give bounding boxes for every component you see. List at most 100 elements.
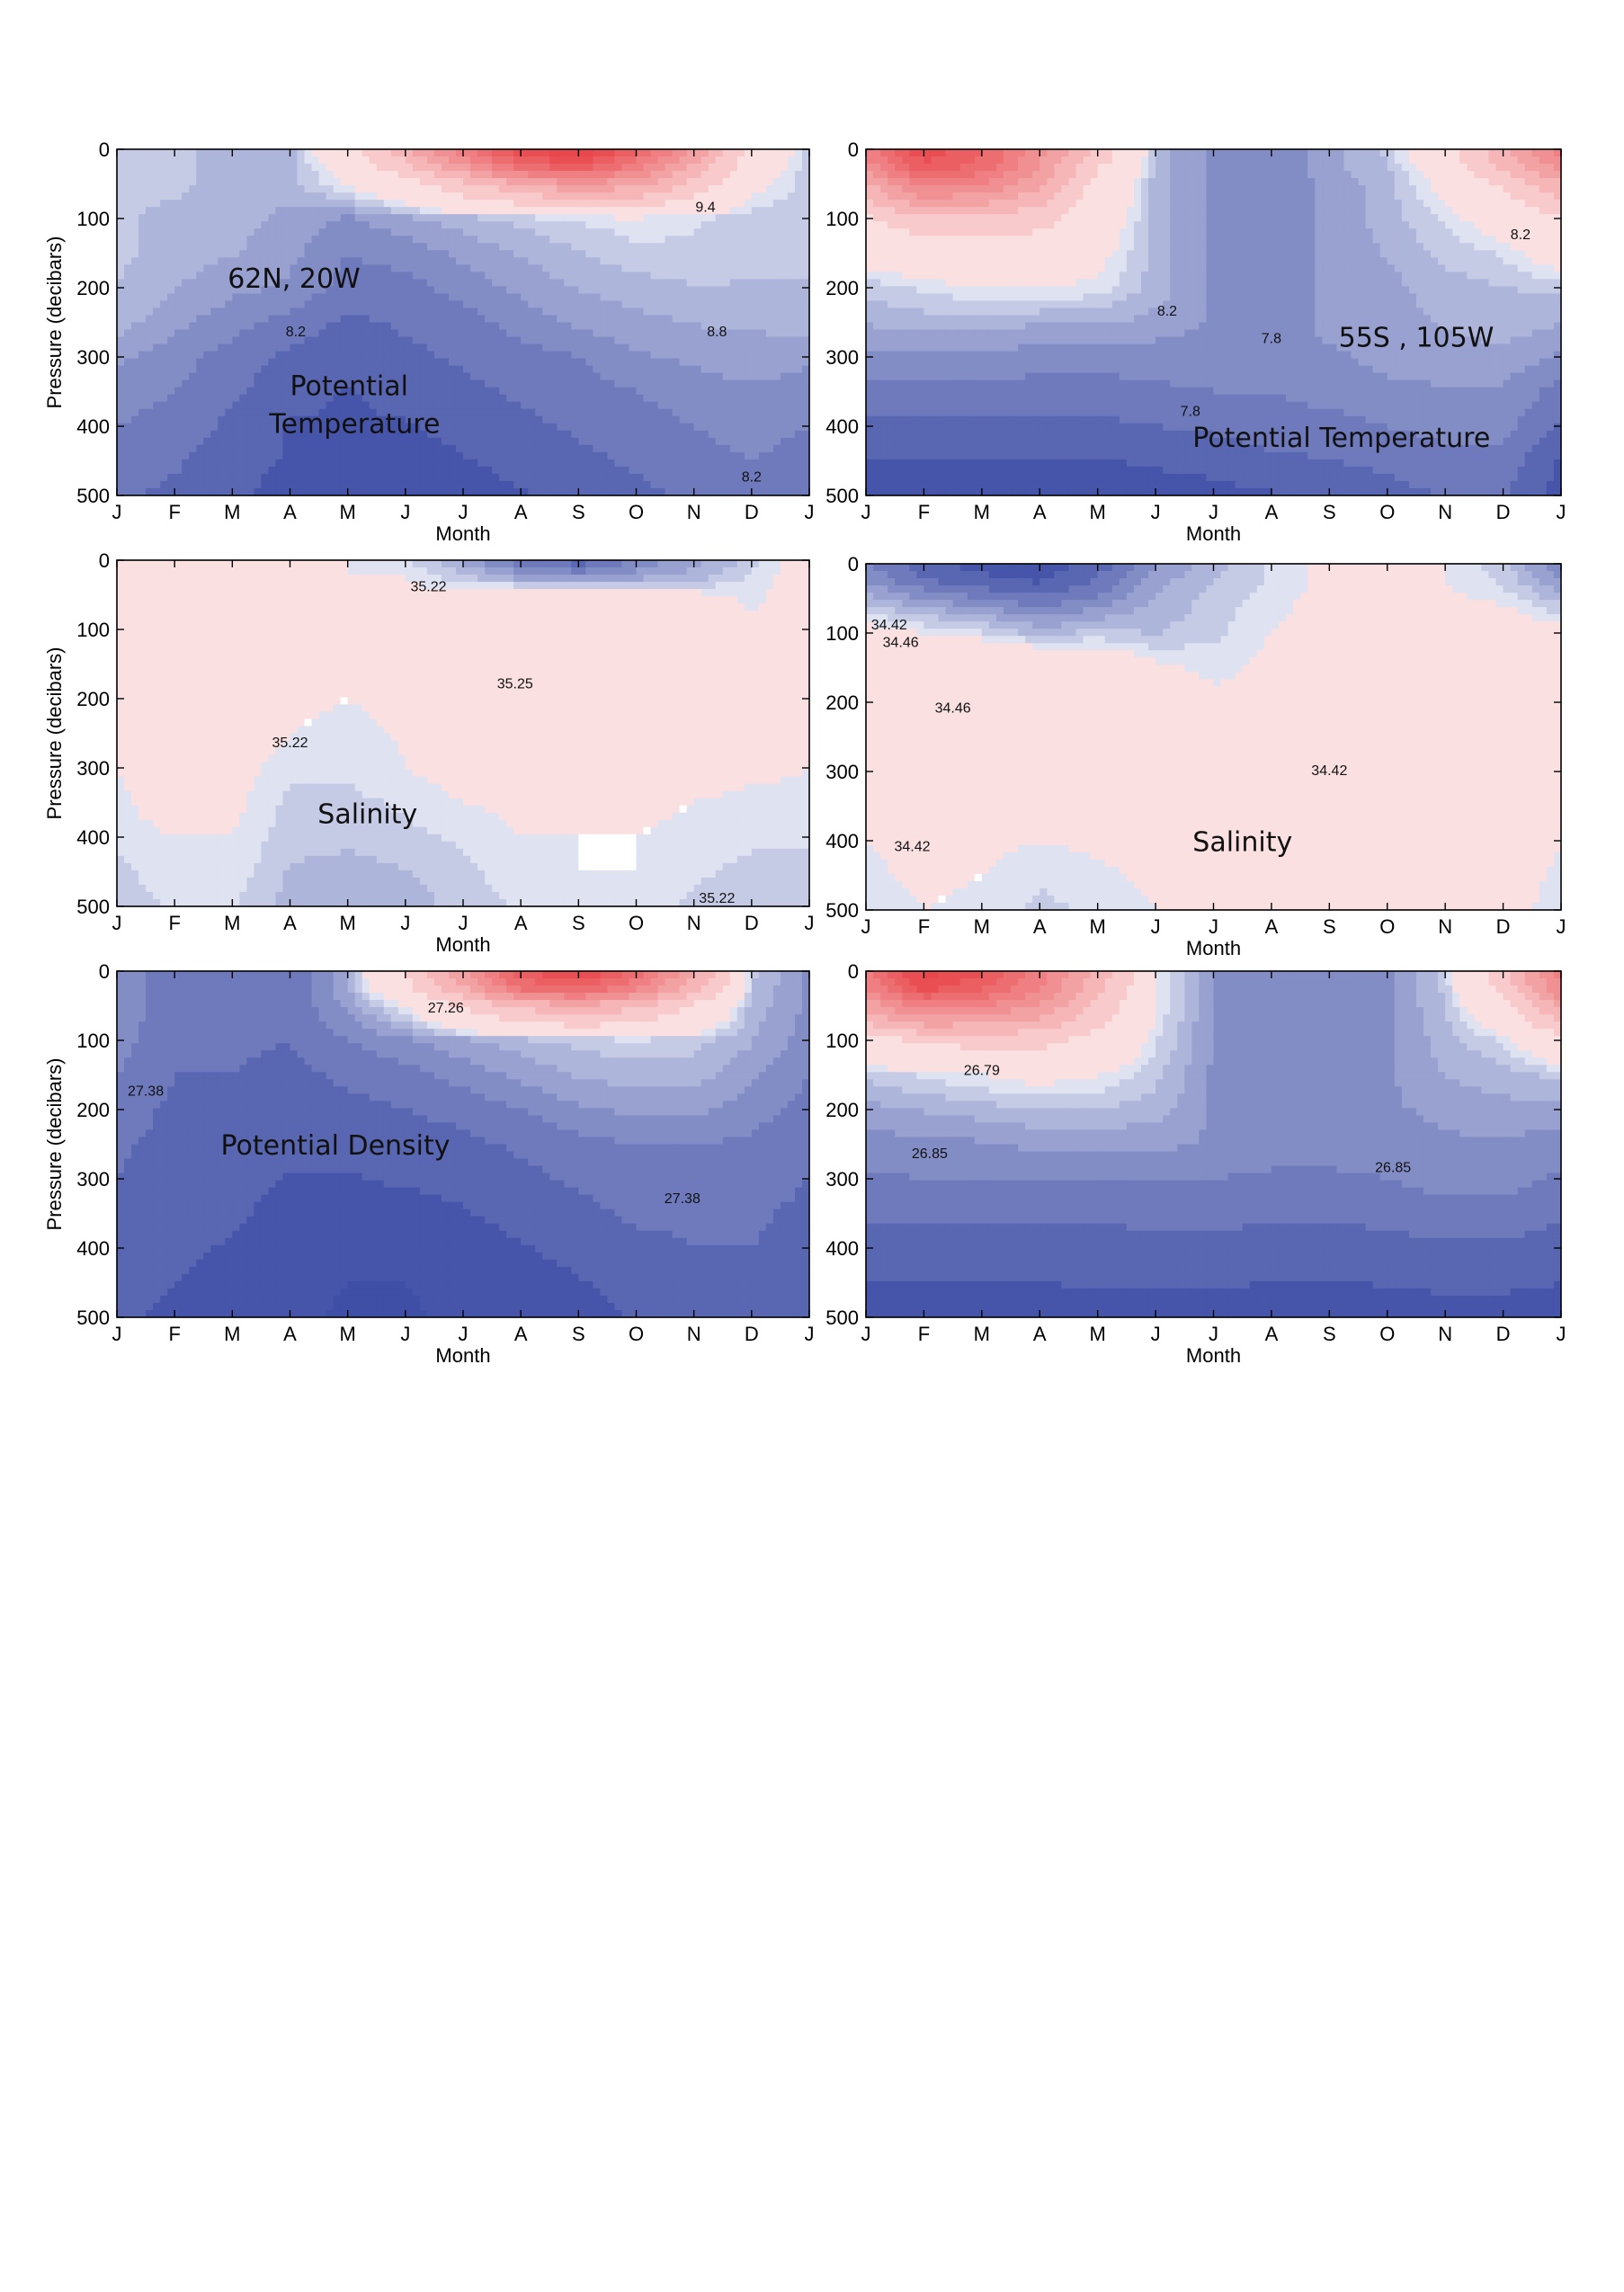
heatmap-cell bbox=[297, 401, 306, 410]
heatmap-cell bbox=[455, 236, 464, 244]
heatmap-cell bbox=[354, 214, 363, 222]
heatmap-cell bbox=[182, 264, 190, 272]
heatmap-cell bbox=[657, 214, 666, 222]
heatmap-cell bbox=[433, 264, 442, 272]
heatmap-cell bbox=[1126, 164, 1135, 172]
heatmap-cell bbox=[477, 351, 486, 360]
heatmap-cell bbox=[354, 200, 363, 208]
heatmap-cell bbox=[210, 149, 219, 157]
heatmap-cell bbox=[636, 293, 645, 302]
heatmap-cell bbox=[218, 200, 226, 208]
heatmap-cell bbox=[736, 264, 745, 272]
heatmap-cell bbox=[225, 171, 233, 179]
heatmap-cell bbox=[426, 192, 435, 201]
heatmap-cell bbox=[506, 156, 514, 165]
heatmap-cell bbox=[614, 401, 623, 410]
heatmap-cell bbox=[182, 336, 190, 345]
heatmap-cell bbox=[318, 444, 327, 453]
heatmap-cell bbox=[571, 430, 579, 439]
heatmap-cell bbox=[455, 200, 464, 208]
heatmap-cell bbox=[643, 372, 652, 381]
heatmap-cell bbox=[700, 178, 709, 186]
heatmap-cell bbox=[513, 228, 522, 236]
heatmap-cell bbox=[146, 480, 154, 489]
heatmap-cell bbox=[485, 300, 493, 309]
heatmap-cell bbox=[160, 156, 168, 165]
heatmap-cell bbox=[218, 358, 226, 367]
heatmap-cell bbox=[383, 171, 392, 179]
heatmap-cell bbox=[650, 257, 659, 265]
heatmap-cell bbox=[578, 387, 586, 396]
heatmap-cell bbox=[290, 329, 299, 338]
heatmap-cell bbox=[672, 228, 681, 236]
heatmap-cell bbox=[412, 171, 421, 179]
heatmap-cell bbox=[203, 451, 211, 460]
heatmap-cell bbox=[564, 487, 572, 495]
heatmap-cell bbox=[672, 336, 681, 345]
heatmap-cell bbox=[665, 178, 674, 186]
heatmap-cell bbox=[506, 214, 514, 222]
heatmap-cell bbox=[549, 322, 558, 331]
heatmap-cell bbox=[1097, 164, 1106, 172]
heatmap-cell bbox=[419, 444, 428, 453]
heatmap-cell bbox=[146, 200, 154, 208]
heatmap-cell bbox=[124, 408, 132, 417]
heatmap-cell bbox=[549, 387, 558, 396]
heatmap-cell bbox=[672, 236, 681, 244]
heatmap-cell bbox=[239, 178, 247, 186]
heatmap-cell bbox=[549, 336, 558, 345]
heatmap-cell bbox=[405, 264, 414, 272]
heatmap-cell bbox=[390, 336, 399, 345]
heatmap-cell bbox=[463, 308, 471, 317]
heatmap-cell bbox=[765, 365, 774, 374]
heatmap-cell bbox=[1227, 149, 1236, 157]
panel-annotation: Temperature bbox=[268, 409, 440, 441]
heatmap-cell bbox=[304, 358, 313, 367]
heatmap-cell bbox=[593, 358, 601, 367]
heatmap-cell bbox=[369, 401, 378, 410]
heatmap-cell bbox=[600, 236, 609, 244]
heatmap-cell bbox=[347, 279, 356, 287]
heatmap-cell bbox=[426, 401, 435, 410]
heatmap-cell bbox=[607, 387, 616, 396]
heatmap-cell bbox=[146, 487, 154, 495]
heatmap-cell bbox=[448, 358, 457, 367]
heatmap-cell bbox=[1068, 156, 1077, 165]
heatmap-cell bbox=[376, 300, 385, 309]
heatmap-cell bbox=[124, 185, 132, 193]
heatmap-cell bbox=[383, 214, 392, 222]
heatmap-cell bbox=[729, 300, 738, 309]
heatmap-cell bbox=[506, 459, 514, 468]
heatmap-cell bbox=[225, 149, 233, 157]
heatmap-cell bbox=[412, 365, 421, 374]
heatmap-cell bbox=[765, 286, 774, 295]
heatmap-cell bbox=[492, 401, 500, 410]
heatmap-cell bbox=[571, 336, 579, 345]
heatmap-cell bbox=[232, 308, 240, 317]
heatmap-cell bbox=[361, 329, 370, 338]
heatmap-cell bbox=[203, 178, 211, 186]
heatmap-cell bbox=[967, 171, 976, 179]
heatmap-cell bbox=[665, 200, 674, 208]
x-tick-label: S bbox=[572, 501, 585, 523]
heatmap-cell bbox=[521, 164, 529, 172]
heatmap-cell bbox=[268, 221, 277, 229]
heatmap-cell bbox=[794, 459, 803, 468]
heatmap-cell bbox=[614, 423, 623, 432]
heatmap-cell bbox=[239, 315, 247, 324]
heatmap-cell bbox=[787, 451, 796, 460]
heatmap-cell bbox=[607, 192, 616, 201]
heatmap-cell bbox=[607, 243, 616, 251]
heatmap-cell bbox=[196, 365, 204, 374]
heatmap-cell bbox=[124, 329, 132, 338]
heatmap-cell bbox=[679, 178, 688, 186]
heatmap-cell bbox=[138, 257, 147, 265]
heatmap-cell bbox=[1227, 164, 1236, 172]
heatmap-cell bbox=[304, 459, 313, 468]
heatmap-cell bbox=[412, 336, 421, 345]
heatmap-cell bbox=[225, 214, 233, 222]
heatmap-cell bbox=[679, 286, 688, 295]
heatmap-cell bbox=[787, 156, 796, 165]
heatmap-cell bbox=[239, 336, 247, 345]
heatmap-cell bbox=[557, 250, 565, 258]
